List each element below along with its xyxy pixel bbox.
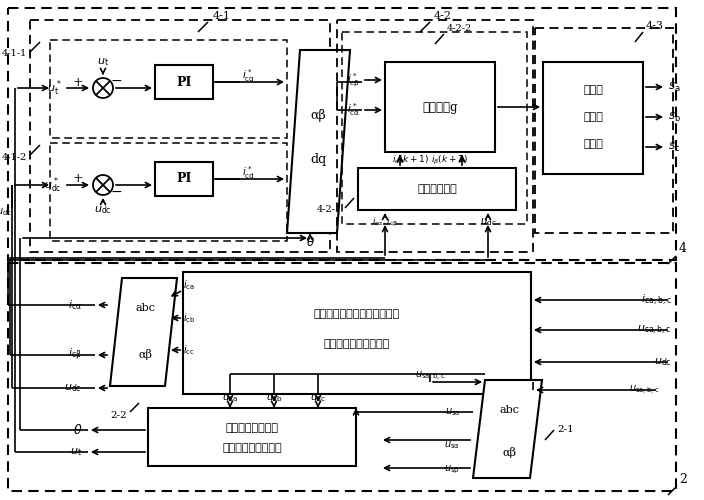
- Text: $u_\mathrm{s\beta}$: $u_\mathrm{s\beta}$: [444, 464, 460, 476]
- Text: $u_\mathrm{sa}$: $u_\mathrm{sa}$: [222, 392, 238, 404]
- Text: −: −: [111, 74, 122, 88]
- Text: 4-1: 4-1: [213, 11, 231, 21]
- Text: $u_\mathrm{sa,b,c}$: $u_\mathrm{sa,b,c}$: [637, 324, 672, 336]
- Polygon shape: [155, 65, 213, 99]
- Text: $i_\mathrm{c\beta}$: $i_\mathrm{c\beta}$: [68, 347, 82, 363]
- Text: $i_\mathrm{cc}$: $i_\mathrm{cc}$: [183, 343, 195, 357]
- Polygon shape: [183, 272, 531, 394]
- Text: 2-2: 2-2: [111, 410, 127, 420]
- Text: +: +: [73, 76, 83, 90]
- Text: $s_\mathrm{a}$: $s_\mathrm{a}$: [668, 80, 681, 94]
- Text: $\theta$: $\theta$: [306, 236, 315, 250]
- Text: 4-3: 4-3: [646, 21, 664, 31]
- Text: $i_\mathrm{c\alpha},i_\mathrm{c\beta}$: $i_\mathrm{c\alpha},i_\mathrm{c\beta}$: [372, 216, 398, 228]
- Text: dq: dq: [310, 154, 327, 166]
- Text: $i_\mathrm{ca,b,c}$: $i_\mathrm{ca,b,c}$: [641, 292, 672, 308]
- Text: $u_\mathrm{t}^*$: $u_\mathrm{t}^*$: [47, 78, 62, 98]
- Text: $u_\mathrm{sa,b,c}$: $u_\mathrm{sa,b,c}$: [629, 384, 660, 396]
- Text: $u_\mathrm{dc}$: $u_\mathrm{dc}$: [654, 356, 672, 368]
- Polygon shape: [110, 278, 177, 386]
- Text: $u_\mathrm{dc}$: $u_\mathrm{dc}$: [479, 216, 496, 228]
- Text: 4-2: 4-2: [434, 11, 452, 21]
- Text: $s_\mathrm{b}$: $s_\mathrm{b}$: [668, 110, 681, 124]
- Text: 价值函数g: 价值函数g: [422, 100, 458, 114]
- Polygon shape: [148, 408, 356, 466]
- Text: 4-1-2: 4-1-2: [1, 152, 27, 162]
- Text: PI: PI: [176, 172, 191, 186]
- Text: 和电流信号的实时采集: 和电流信号的实时采集: [324, 339, 390, 349]
- Text: $i_\beta(k+1)$: $i_\beta(k+1)$: [431, 154, 468, 166]
- Text: $u_\mathrm{sa}$: $u_\mathrm{sa}$: [445, 406, 460, 418]
- Text: $u_\mathrm{dc}$: $u_\mathrm{dc}$: [94, 204, 112, 216]
- Polygon shape: [473, 380, 542, 478]
- Text: 电压空: 电压空: [583, 85, 603, 95]
- Text: 自励异步发电机控制系统电压: 自励异步发电机控制系统电压: [314, 309, 400, 319]
- Text: 的选择: 的选择: [583, 139, 603, 149]
- Text: 4-1-1: 4-1-1: [1, 50, 27, 58]
- Text: $u_\mathrm{t}$: $u_\mathrm{t}$: [70, 446, 82, 458]
- Text: $i_\alpha(k+1)$: $i_\alpha(k+1)$: [392, 154, 429, 166]
- Text: 间矢量: 间矢量: [583, 112, 603, 122]
- Text: αβ: αβ: [310, 108, 327, 122]
- Text: $i_\mathrm{cb}$: $i_\mathrm{cb}$: [183, 311, 195, 325]
- Text: 预测电流模型: 预测电流模型: [417, 184, 457, 194]
- Text: $u_\mathrm{dc}^*$: $u_\mathrm{dc}^*$: [44, 175, 62, 195]
- Text: −: −: [111, 185, 122, 199]
- Text: $u_\mathrm{t}$: $u_\mathrm{t}$: [97, 56, 109, 68]
- Polygon shape: [358, 168, 516, 210]
- Text: 4: 4: [679, 242, 687, 255]
- Text: $i_\mathrm{c\alpha}$: $i_\mathrm{c\alpha}$: [68, 298, 82, 312]
- Text: αβ: αβ: [503, 448, 517, 458]
- Polygon shape: [543, 62, 643, 174]
- Text: $\theta$: $\theta$: [73, 423, 82, 437]
- Polygon shape: [385, 62, 495, 152]
- Polygon shape: [155, 162, 213, 196]
- Text: 锁相环输出角度和: 锁相环输出角度和: [225, 423, 279, 433]
- Text: +: +: [73, 172, 83, 186]
- Text: $u_\mathrm{s\alpha}$: $u_\mathrm{s\alpha}$: [444, 439, 460, 451]
- Text: 机端电压幅值的计算: 机端电压幅值的计算: [222, 443, 282, 453]
- Text: $i_\mathrm{c\beta}^*$: $i_\mathrm{c\beta}^*$: [347, 72, 360, 88]
- Text: 2-1: 2-1: [557, 424, 574, 434]
- Text: $i_\mathrm{cd}^*$: $i_\mathrm{cd}^*$: [241, 164, 254, 182]
- Text: αβ: αβ: [139, 350, 153, 360]
- Text: abc: abc: [500, 405, 520, 415]
- Text: $i_\mathrm{c\alpha}^*$: $i_\mathrm{c\alpha}^*$: [346, 102, 360, 118]
- Text: $u_\mathrm{dc}$: $u_\mathrm{dc}$: [0, 206, 12, 218]
- Polygon shape: [287, 50, 350, 233]
- Text: $u_\mathrm{sc}$: $u_\mathrm{sc}$: [310, 392, 326, 404]
- Text: 4-2-1: 4-2-1: [317, 206, 342, 214]
- Text: $u_\mathrm{dc}$: $u_\mathrm{dc}$: [64, 382, 82, 394]
- Text: $u_\mathrm{sb}$: $u_\mathrm{sb}$: [265, 392, 282, 404]
- Text: 2: 2: [679, 473, 687, 486]
- Text: $i_\mathrm{cq}^*$: $i_\mathrm{cq}^*$: [241, 68, 254, 84]
- Text: $i_\mathrm{ca}$: $i_\mathrm{ca}$: [183, 278, 195, 292]
- Text: 4-2-2: 4-2-2: [447, 24, 472, 33]
- Text: PI: PI: [176, 76, 191, 88]
- Text: $u_\mathrm{sa,b,c}$: $u_\mathrm{sa,b,c}$: [415, 370, 445, 382]
- Text: abc: abc: [135, 303, 156, 313]
- Text: $s_\mathrm{c}$: $s_\mathrm{c}$: [668, 140, 680, 153]
